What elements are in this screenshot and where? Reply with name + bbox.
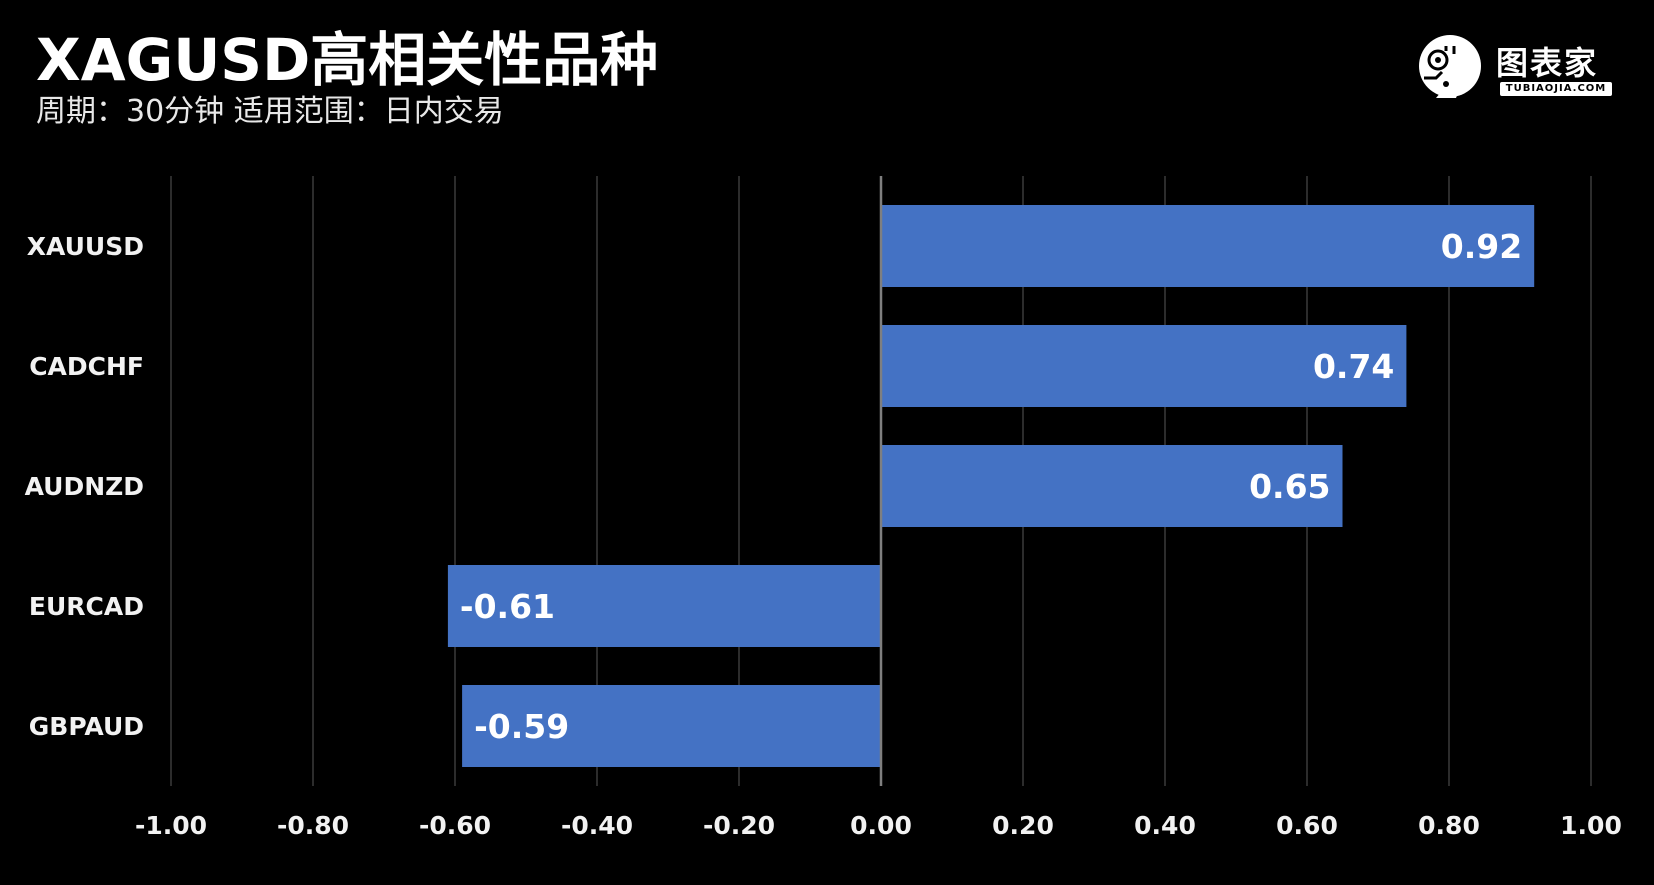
bar (447, 565, 881, 647)
x-tick-label: 1.00 (1560, 811, 1622, 840)
category-label: CADCHF (29, 352, 144, 381)
chart-subtitle: 周期：30分钟 适用范围：日内交易 (36, 94, 504, 129)
category-label: XAUUSD (27, 232, 144, 261)
x-tick-label: -0.60 (419, 811, 491, 840)
x-tick-label: 0.00 (850, 811, 912, 840)
x-tick-label: -0.40 (561, 811, 633, 840)
category-label: GBPAUD (29, 712, 144, 741)
data-label: -0.59 (474, 707, 569, 746)
x-tick-label: -0.80 (277, 811, 349, 840)
brand-logo: 图表家 TUBIAOJIA.COM (1416, 32, 1616, 102)
x-tick-label: 0.20 (992, 811, 1054, 840)
category-label: AUDNZD (25, 472, 144, 501)
x-tick-label: -1.00 (135, 811, 207, 840)
x-tick-label: 0.80 (1418, 811, 1480, 840)
x-tick-label: -0.20 (703, 811, 775, 840)
bar (462, 685, 881, 767)
logo-subtext: TUBIAOJIA.COM (1500, 82, 1612, 96)
data-label: 0.65 (1249, 467, 1330, 506)
data-label: 0.74 (1313, 347, 1394, 386)
bar (881, 205, 1535, 287)
bar (881, 325, 1407, 407)
x-tick-label: 0.60 (1276, 811, 1338, 840)
data-label: -0.61 (460, 587, 555, 626)
chart-title: XAGUSD高相关性品种 (36, 26, 659, 94)
bar (881, 445, 1343, 527)
logo-text: 图表家 (1496, 44, 1599, 82)
data-label: 0.92 (1441, 227, 1522, 266)
category-label: EURCAD (29, 592, 144, 621)
head-profile-icon (1419, 35, 1481, 98)
x-tick-label: 0.40 (1134, 811, 1196, 840)
